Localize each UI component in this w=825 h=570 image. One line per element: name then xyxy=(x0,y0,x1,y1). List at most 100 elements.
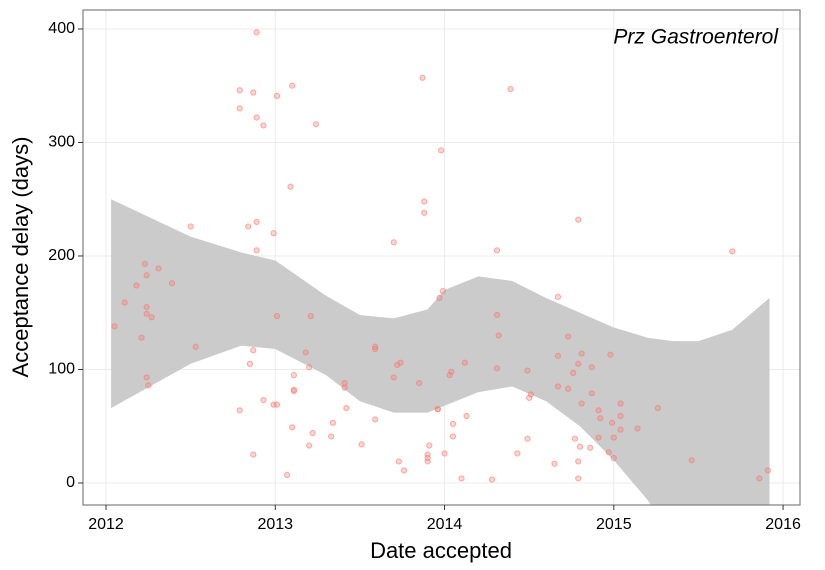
point xyxy=(463,412,470,420)
point xyxy=(141,260,149,268)
point xyxy=(273,313,281,320)
point xyxy=(307,313,314,320)
point xyxy=(246,360,253,367)
point xyxy=(416,379,423,387)
point xyxy=(290,387,298,395)
axes: 0 100 200 300 400 2012 2013 2014 2015 2016 xyxy=(48,20,801,533)
y-tick-label: 400 xyxy=(48,20,75,37)
point xyxy=(617,400,624,407)
point xyxy=(575,475,582,482)
point xyxy=(449,433,457,440)
point xyxy=(309,429,316,437)
point xyxy=(434,406,441,413)
point xyxy=(524,435,531,442)
panel-border xyxy=(82,9,801,506)
point xyxy=(306,442,313,449)
point xyxy=(250,347,257,354)
point xyxy=(575,360,582,367)
point xyxy=(143,272,150,279)
point xyxy=(289,424,296,431)
point xyxy=(578,350,585,357)
point xyxy=(597,415,604,422)
point xyxy=(121,299,128,306)
point xyxy=(493,247,501,254)
point xyxy=(610,454,617,462)
point xyxy=(634,425,641,432)
x-tick-label: 2015 xyxy=(596,516,632,533)
point xyxy=(306,364,313,371)
point xyxy=(341,384,348,391)
point xyxy=(610,434,617,441)
point xyxy=(421,198,428,205)
point xyxy=(439,288,446,295)
point xyxy=(341,379,348,387)
point xyxy=(595,434,602,441)
point xyxy=(250,451,257,458)
point xyxy=(253,218,260,226)
point xyxy=(438,147,445,154)
point xyxy=(253,29,260,36)
point xyxy=(617,426,624,433)
point xyxy=(236,407,243,414)
point xyxy=(270,230,277,237)
points-layer xyxy=(111,29,771,483)
point xyxy=(390,374,397,381)
point xyxy=(421,209,428,216)
point xyxy=(617,412,624,420)
point xyxy=(688,457,695,464)
point xyxy=(328,433,335,440)
point xyxy=(551,460,558,467)
point xyxy=(397,359,404,366)
point xyxy=(287,183,294,190)
y-axis-title: Acceptance delay (days) xyxy=(8,137,33,378)
x-tick-label: 2013 xyxy=(257,516,293,533)
point xyxy=(441,450,448,457)
point xyxy=(424,458,431,465)
point xyxy=(514,450,521,457)
point xyxy=(571,435,578,442)
point xyxy=(372,345,379,353)
point xyxy=(595,407,602,414)
point xyxy=(729,248,736,255)
point xyxy=(461,359,468,366)
point xyxy=(756,475,763,482)
point xyxy=(395,458,402,465)
point xyxy=(284,471,291,479)
point xyxy=(250,89,257,96)
point xyxy=(273,92,281,100)
y-tick-label: 0 xyxy=(66,474,75,491)
point xyxy=(588,364,595,371)
point xyxy=(133,282,140,289)
point xyxy=(588,390,595,397)
point xyxy=(575,458,582,465)
point xyxy=(578,400,585,407)
point xyxy=(654,404,661,412)
point xyxy=(260,397,267,404)
point xyxy=(245,223,252,230)
point xyxy=(449,420,457,428)
x-axis-title: Date accepted xyxy=(370,538,512,563)
point xyxy=(436,294,443,302)
point xyxy=(343,404,350,412)
y-tick-label: 300 xyxy=(48,134,75,151)
point xyxy=(192,343,199,350)
point xyxy=(358,441,365,448)
point xyxy=(329,419,336,426)
point xyxy=(554,352,562,359)
band-layer xyxy=(111,199,770,505)
point xyxy=(493,365,501,372)
point xyxy=(426,442,433,449)
point xyxy=(576,443,584,450)
point xyxy=(138,334,145,341)
point xyxy=(609,419,616,426)
point xyxy=(554,383,562,390)
y-tick-label: 200 xyxy=(48,247,75,264)
point xyxy=(260,122,267,129)
point xyxy=(565,333,572,340)
point xyxy=(527,391,534,398)
point xyxy=(236,105,243,112)
point xyxy=(289,82,296,89)
point xyxy=(507,86,514,93)
x-tick-label: 2014 xyxy=(427,516,463,533)
